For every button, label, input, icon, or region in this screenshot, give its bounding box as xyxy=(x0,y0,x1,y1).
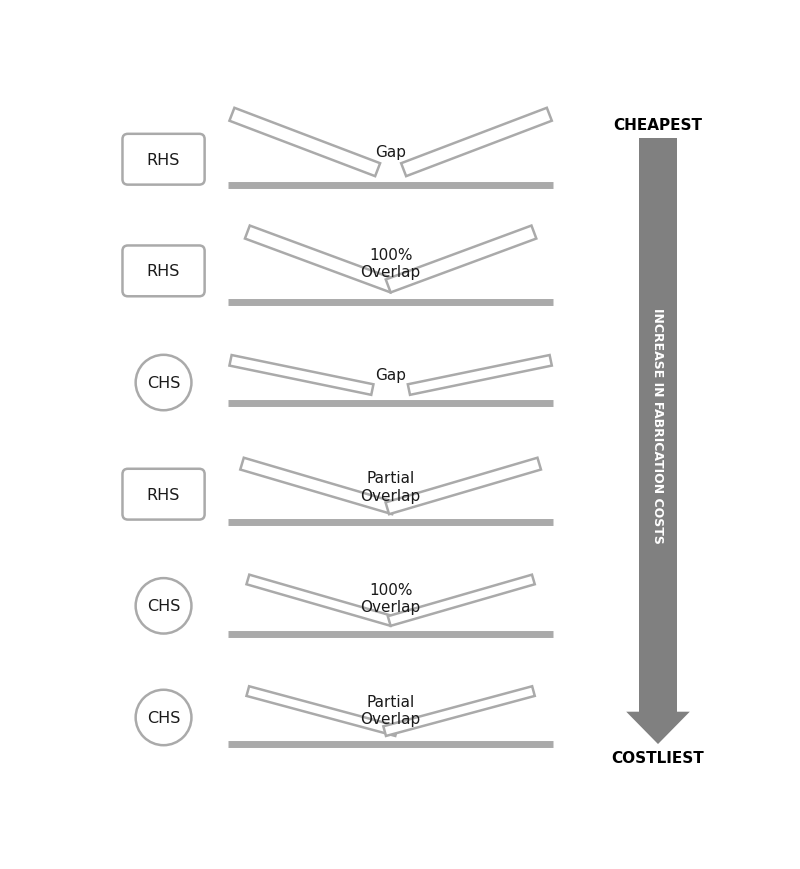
Polygon shape xyxy=(626,712,690,744)
FancyBboxPatch shape xyxy=(122,246,205,297)
Text: CHEAPEST: CHEAPEST xyxy=(614,118,702,133)
Polygon shape xyxy=(245,226,395,293)
Polygon shape xyxy=(383,687,534,736)
Polygon shape xyxy=(388,575,534,627)
Polygon shape xyxy=(230,355,374,395)
Polygon shape xyxy=(638,139,678,712)
Text: RHS: RHS xyxy=(147,488,180,502)
FancyBboxPatch shape xyxy=(122,135,205,185)
Text: Gap: Gap xyxy=(375,368,406,383)
Polygon shape xyxy=(408,355,552,395)
Text: 100%
Overlap: 100% Overlap xyxy=(361,248,421,280)
Polygon shape xyxy=(386,226,536,293)
Text: 100%
Overlap: 100% Overlap xyxy=(361,582,421,614)
Polygon shape xyxy=(246,575,394,627)
Polygon shape xyxy=(240,458,396,514)
Text: Partial
Overlap: Partial Overlap xyxy=(361,693,421,726)
Circle shape xyxy=(136,690,191,746)
Polygon shape xyxy=(246,687,398,736)
Text: INCREASE IN FABRICATION COSTS: INCREASE IN FABRICATION COSTS xyxy=(651,308,665,543)
Circle shape xyxy=(136,355,191,411)
Circle shape xyxy=(136,579,191,634)
Text: CHS: CHS xyxy=(147,599,180,614)
FancyBboxPatch shape xyxy=(122,469,205,520)
Text: CHS: CHS xyxy=(147,710,180,725)
Text: Gap: Gap xyxy=(375,145,406,160)
Text: RHS: RHS xyxy=(147,264,180,279)
Polygon shape xyxy=(401,109,552,177)
Text: Partial
Overlap: Partial Overlap xyxy=(361,471,421,503)
Text: CHS: CHS xyxy=(147,375,180,390)
Text: RHS: RHS xyxy=(147,153,180,168)
Polygon shape xyxy=(386,458,541,514)
Polygon shape xyxy=(230,109,380,177)
Text: COSTLIEST: COSTLIEST xyxy=(612,750,704,766)
